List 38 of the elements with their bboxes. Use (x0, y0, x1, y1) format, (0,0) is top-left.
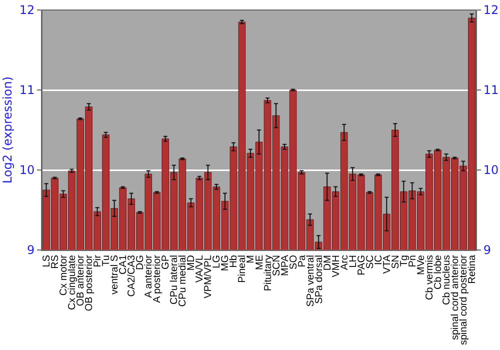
x-tick-label: VMH (330, 255, 342, 278)
x-tick-label: SC (364, 255, 376, 269)
x-tick-label: MVe (416, 254, 427, 276)
x-tick-label: IC (373, 255, 384, 265)
x-tick-label: Pn (407, 255, 418, 268)
x-tick-label: M (246, 255, 257, 264)
y2-tick-label: 11 (483, 83, 499, 98)
x-tick-label: OB posterior (84, 254, 96, 312)
x-tick-label: spinal cord posterior (458, 254, 470, 346)
x-tick-label: Pa (296, 254, 308, 268)
x-tick-label: Pituitary (262, 255, 274, 292)
x-tick-label: SO (288, 254, 300, 270)
x-tick-label: Tg (398, 255, 410, 267)
x-tick-label: RS (50, 254, 62, 269)
x-tick-label: LS (42, 254, 52, 268)
y-tick-label: 12 (19, 3, 35, 18)
y-axis-title: Log2 (expression) (0, 76, 15, 184)
x-tick-label: VTA (382, 254, 393, 274)
x-tick-label: SN (390, 255, 402, 269)
x-tick-label: Cb lobe (432, 254, 444, 290)
y-tick-label: 10 (19, 163, 35, 178)
x-tick-label: ME (254, 254, 266, 270)
x-tick-label: MPA (280, 254, 291, 276)
x-tick-label: spinal cord anterior (450, 254, 461, 340)
y2-tick-label: 9 (483, 243, 492, 258)
x-tick-label: Cb nucleus (441, 255, 452, 306)
x-tick-label: Retina (467, 254, 478, 284)
x-tick-label: PAG (356, 254, 368, 276)
y-tick-label: 11 (19, 83, 35, 98)
x-tick-label: SCN (271, 255, 282, 276)
x-tick-label: DM (322, 255, 334, 271)
y-tick-label: 9 (26, 243, 35, 258)
x-tick-label: SPa dorsal (314, 255, 325, 304)
x-tick-label: A posterior (152, 254, 164, 303)
x-tick-label: Arc (339, 255, 350, 270)
y2-tick-label: 12 (483, 3, 499, 18)
y2-tick-label: 10 (483, 163, 499, 178)
x-tick-label: LH (348, 255, 359, 268)
